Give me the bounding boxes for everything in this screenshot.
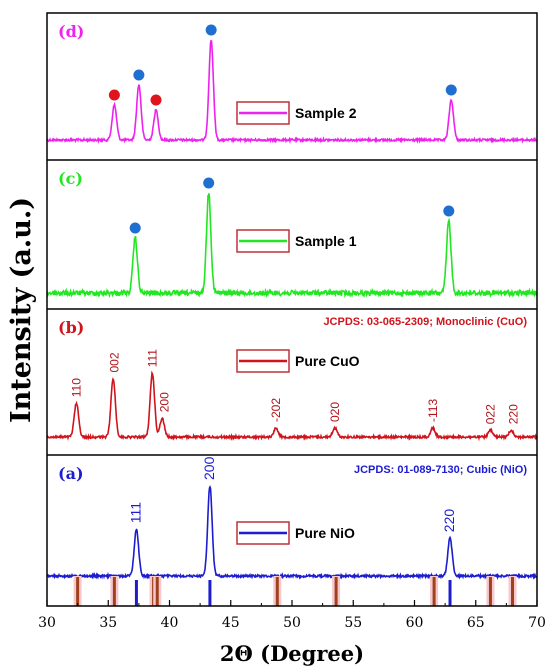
phase-marker bbox=[203, 177, 215, 189]
xrd-series-line bbox=[46, 485, 537, 581]
legend-label: Pure CuO bbox=[295, 353, 360, 369]
panel-b bbox=[46, 370, 538, 442]
phase-marker bbox=[133, 69, 145, 81]
x-axis-title: 2Θ (Degree) bbox=[220, 641, 364, 666]
hkl-label: 111 bbox=[127, 502, 143, 523]
panel-label: (a) bbox=[58, 464, 84, 483]
x-tick-label: 60 bbox=[406, 615, 424, 631]
hkl-label: 022 bbox=[483, 404, 497, 424]
hkl-label: -113 bbox=[426, 399, 440, 422]
x-tick-label: 35 bbox=[99, 615, 117, 631]
hkl-label: 111 bbox=[145, 349, 159, 368]
phase-marker bbox=[108, 89, 120, 101]
x-tick-label: 70 bbox=[528, 615, 546, 631]
xrd-series-line bbox=[46, 40, 538, 145]
y-axis-title: Intensity (a.u.) bbox=[6, 197, 37, 423]
xrd-series-line bbox=[46, 193, 538, 299]
x-tick-label: 45 bbox=[222, 615, 240, 631]
hkl-label: 200 bbox=[201, 456, 217, 480]
phase-marker bbox=[445, 84, 457, 96]
x-tick-label: 50 bbox=[283, 615, 301, 631]
panel-label: (d) bbox=[58, 22, 84, 41]
phase-marker bbox=[150, 94, 162, 106]
hkl-label: 220 bbox=[441, 509, 457, 533]
hkl-label: 020 bbox=[328, 402, 342, 422]
xrd-series-line bbox=[46, 370, 538, 442]
panel-d bbox=[46, 40, 538, 145]
x-tick-label: 65 bbox=[467, 615, 485, 631]
hkl-label: 110 bbox=[69, 378, 83, 397]
panel-label: (c) bbox=[58, 169, 83, 188]
hkl-label: 002 bbox=[107, 352, 121, 372]
hkl-label: -202 bbox=[269, 398, 283, 422]
jcpds-reference: JCPDS: 03-065-2309; Monoclinic (CuO) bbox=[323, 316, 527, 328]
x-tick-label: 30 bbox=[38, 615, 56, 631]
hkl-label: 200 bbox=[158, 392, 172, 412]
hkl-label: 220 bbox=[507, 404, 521, 424]
legend-label: Pure NiO bbox=[295, 525, 355, 541]
panel-c bbox=[46, 193, 538, 299]
x-tick-label: 40 bbox=[161, 615, 179, 631]
x-tick-label: 55 bbox=[344, 615, 362, 631]
legend-label: Sample 2 bbox=[295, 105, 357, 121]
panel-a bbox=[46, 485, 537, 581]
phase-marker bbox=[205, 24, 217, 36]
phase-marker bbox=[129, 222, 141, 234]
jcpds-reference: JCPDS: 01-089-7130; Cubic (NiO) bbox=[354, 464, 527, 476]
phase-marker bbox=[443, 205, 455, 217]
panel-label: (b) bbox=[58, 318, 84, 337]
legend-label: Sample 1 bbox=[295, 233, 357, 249]
